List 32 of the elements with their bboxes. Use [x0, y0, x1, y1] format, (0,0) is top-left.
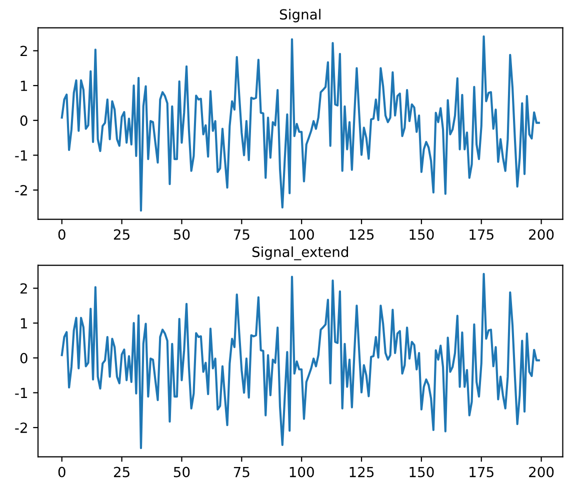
x-tick-label: 50 [174, 466, 190, 478]
x-tick-label: 100 [290, 229, 314, 240]
x-tick-label: 100 [290, 466, 314, 478]
y-tick-label: 2 [20, 46, 27, 56]
x-tick-label: 125 [350, 466, 374, 478]
x-tick-label: 150 [410, 229, 434, 240]
y-tick-label: -1 [15, 150, 28, 160]
x-tick-label: 25 [114, 229, 130, 240]
x-tick-label: 150 [410, 466, 434, 478]
x-tick-label: 25 [114, 466, 130, 478]
y-tick-label: 2 [20, 283, 27, 294]
x-tick-label: 125 [350, 229, 374, 240]
line-series [60, 272, 540, 450]
y-tick-label: 1 [20, 318, 28, 328]
x-tick-label: 200 [529, 229, 554, 240]
y-tick-label: -2 [15, 185, 27, 196]
y-tick-label: -2 [15, 422, 27, 433]
line-series [60, 35, 540, 212]
x-tick-label: 200 [529, 466, 554, 478]
y-tick-label: 1 [20, 80, 28, 91]
x-tick-label: 75 [234, 466, 250, 478]
x-tick-label: 50 [174, 229, 190, 240]
chart-title: Signal [280, 8, 320, 22]
y-tick-label: 0 [20, 115, 28, 126]
x-tick-label: 0 [58, 229, 66, 240]
x-tick-label: 175 [470, 466, 494, 478]
y-tick-label: -1 [15, 388, 28, 398]
x-tick-label: 75 [234, 229, 250, 240]
chart-title: Signal_extend [252, 246, 348, 260]
x-tick-label: 175 [470, 229, 494, 240]
y-tick-label: 0 [20, 352, 28, 364]
x-tick-label: 0 [58, 466, 66, 478]
